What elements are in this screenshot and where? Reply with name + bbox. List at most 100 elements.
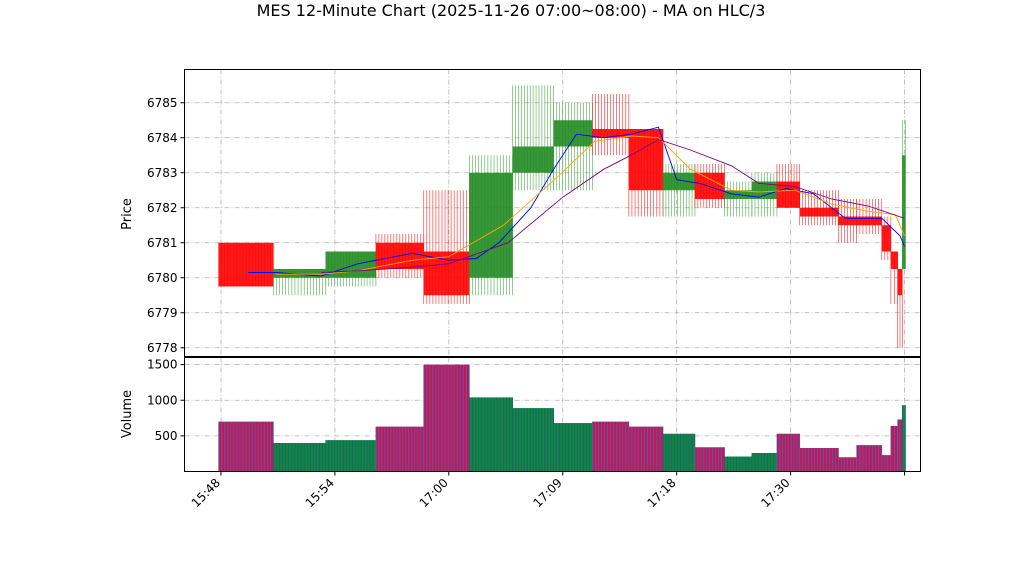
volume-panel: 500 1000 1500 Volume [120, 357, 921, 472]
candle [901, 120, 906, 269]
volume-bar [694, 447, 725, 472]
x-axis-ticks: 15:48 15:54 17:00 17:09 17:18 17:30 [189, 471, 906, 510]
volume-tick-label: 1000 [147, 393, 178, 407]
volume-bar [468, 397, 513, 472]
volume-bar-fill [799, 447, 839, 472]
ma-line [248, 126, 905, 277]
volume-bar [838, 457, 858, 472]
volume-bar [799, 447, 839, 472]
price-frame [184, 69, 921, 357]
candle-body [856, 216, 882, 226]
candle-body [273, 269, 326, 278]
volume-bar [325, 440, 377, 472]
candle [724, 181, 753, 217]
x-tick-label: 15:48 [189, 476, 223, 510]
x-tick-label: 17:00 [417, 476, 451, 510]
candle [751, 172, 778, 217]
volume-y-ticks: 500 1000 1500 [147, 358, 185, 443]
chart-title: MES 12-Minute Chart (2025-11-26 07:00~08… [257, 1, 766, 20]
price-tick-label: 6778 [147, 341, 178, 355]
candle [694, 164, 725, 208]
candle [218, 242, 274, 287]
volume-bar [897, 419, 903, 472]
volume-bar [592, 421, 630, 472]
x-tick-label: 17:18 [644, 476, 678, 510]
price-tick-label: 6780 [147, 271, 178, 285]
candle-body [897, 269, 903, 296]
candle-body [512, 146, 554, 173]
candle-body [592, 129, 629, 138]
volume-bar-fill [325, 440, 376, 472]
candle-body [553, 120, 593, 147]
volume-bar [218, 421, 274, 472]
volume-bar-fill [553, 423, 593, 472]
volume-bar [628, 426, 664, 472]
candle-body [881, 225, 891, 252]
x-tick-label: 17:09 [531, 476, 565, 510]
candle [592, 94, 630, 156]
candle-body [663, 172, 695, 191]
volume-bar [423, 364, 470, 472]
volume-frame [184, 357, 921, 472]
volume-bar [751, 452, 778, 472]
price-tick-label: 6785 [147, 96, 178, 110]
price-y-ticks: 6778 6779 6780 6781 6782 6783 6784 6785 [147, 96, 185, 355]
candle-body [902, 155, 906, 269]
price-tick-label: 6779 [147, 306, 178, 320]
price-tick-label: 6781 [147, 236, 178, 250]
candle [469, 155, 513, 296]
volume-bar [512, 408, 554, 472]
price-bars [218, 85, 906, 348]
volume-bar [901, 405, 906, 472]
price-tick-label: 6784 [147, 131, 178, 145]
volume-bar-fill [902, 405, 906, 472]
volume-axis-label: Volume [120, 390, 135, 438]
candle [799, 190, 839, 226]
ma-line [275, 135, 905, 275]
candle [897, 269, 903, 348]
volume-bar-fill [881, 455, 891, 472]
candle [512, 85, 554, 191]
volume-bar [662, 433, 696, 472]
volume-bar-fill [724, 456, 752, 472]
candle-body [628, 129, 664, 191]
volume-bar [881, 455, 892, 472]
volume-bar-fill [423, 364, 470, 472]
volume-tick-label: 500 [155, 429, 178, 443]
candle-body [890, 251, 898, 269]
price-panel: 6778 6779 6780 6781 6782 6783 6784 6785 Price [120, 69, 921, 357]
volume-bar [890, 425, 899, 472]
candle-body [218, 242, 274, 287]
price-tick-label: 6782 [147, 201, 178, 215]
candle [423, 190, 470, 304]
candle [628, 129, 664, 217]
volume-bar-fill [663, 433, 695, 472]
candle-body [751, 181, 777, 199]
volume-bar [375, 426, 425, 472]
volume-bars [218, 364, 906, 472]
candle [838, 199, 857, 243]
volume-bar [776, 433, 801, 472]
volume-bar [553, 423, 593, 472]
candle-body [838, 216, 857, 226]
candle-body [325, 251, 376, 278]
ma-line [321, 139, 905, 273]
volume-bar [724, 456, 753, 472]
volume-tick-label: 1500 [147, 358, 178, 372]
candle-body [799, 207, 839, 217]
volume-bar [273, 443, 327, 472]
candle [662, 164, 696, 217]
volume-bar-fill [273, 443, 326, 472]
price-tick-label: 6783 [147, 166, 178, 180]
x-tick-label: 15:54 [303, 476, 337, 510]
candle-body [469, 172, 513, 278]
ma-lines [248, 126, 905, 277]
x-tick-label: 17:30 [758, 476, 792, 510]
volume-bar [856, 445, 883, 472]
candle-body [776, 181, 800, 208]
candle-body [694, 172, 725, 199]
candle [553, 102, 593, 191]
price-axis-label: Price [120, 198, 135, 230]
volume-bar-fill [628, 426, 664, 472]
